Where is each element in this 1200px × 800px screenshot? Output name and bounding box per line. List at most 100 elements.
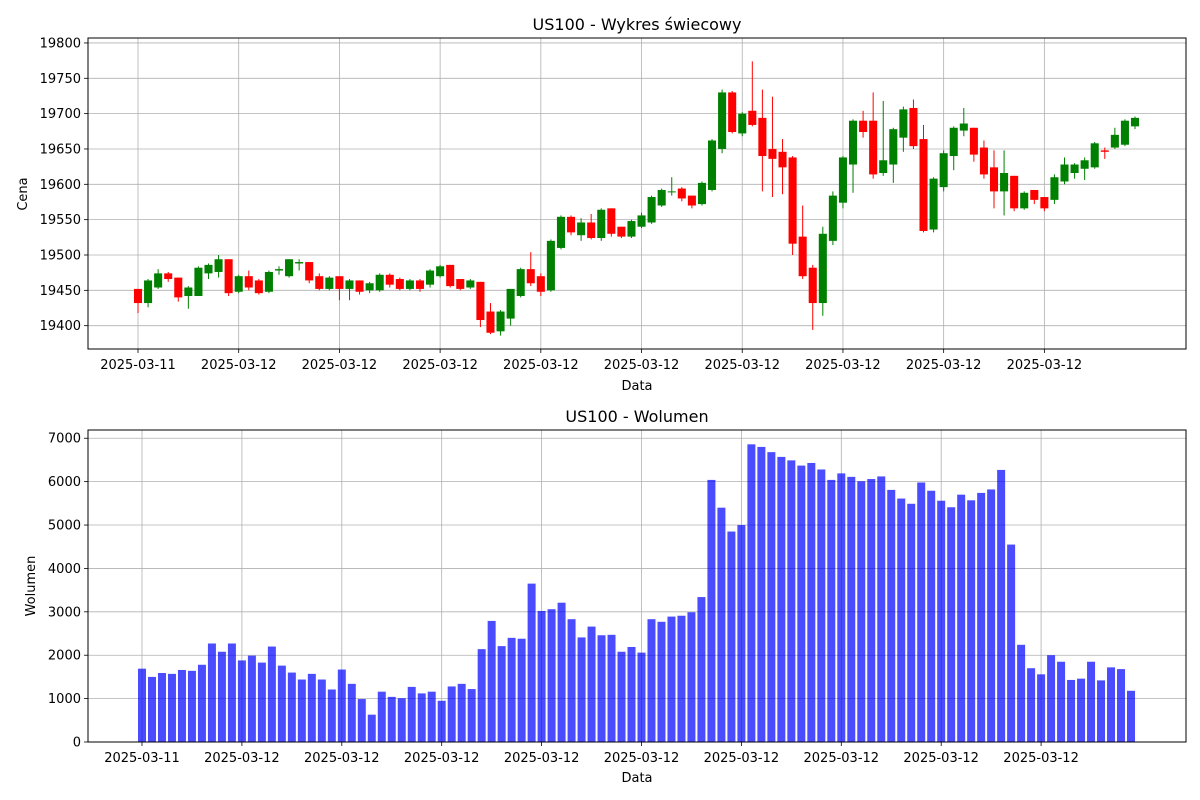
candle bbox=[718, 89, 727, 154]
candle bbox=[295, 259, 304, 271]
candle bbox=[808, 264, 817, 330]
volume-bar bbox=[1107, 667, 1116, 742]
candle bbox=[1000, 150, 1009, 216]
price-y-tick-label: 19650 bbox=[40, 142, 81, 157]
volume-x-tick-label: 2025-03-12 bbox=[404, 751, 480, 766]
volume-bar bbox=[1067, 679, 1076, 742]
candle bbox=[365, 281, 374, 294]
candle-body bbox=[889, 129, 898, 165]
candle bbox=[415, 279, 425, 292]
price-y-tick-label: 19400 bbox=[40, 319, 81, 334]
price-y-tick-label: 19500 bbox=[40, 248, 81, 263]
candle bbox=[637, 212, 646, 229]
candle bbox=[164, 271, 173, 282]
candle-body bbox=[526, 269, 535, 284]
candle bbox=[788, 156, 797, 255]
candle bbox=[144, 279, 153, 308]
candle bbox=[335, 276, 344, 301]
price-grid bbox=[88, 38, 1186, 349]
candle bbox=[1100, 147, 1109, 159]
candle-body bbox=[798, 236, 807, 277]
candle-body bbox=[1070, 164, 1079, 174]
volume-bar bbox=[517, 638, 526, 742]
volume-bar bbox=[367, 714, 376, 742]
volume-x-tick-label: 2025-03-12 bbox=[204, 751, 280, 766]
volume-bar bbox=[957, 494, 966, 742]
candle bbox=[315, 273, 324, 291]
price-x-tick-label: 2025-03-12 bbox=[805, 358, 881, 373]
price-y-tick-label: 19750 bbox=[40, 72, 81, 87]
candle-body bbox=[144, 280, 153, 304]
candle-body bbox=[164, 273, 173, 280]
volume-bar bbox=[997, 469, 1006, 742]
candle-body bbox=[295, 262, 304, 264]
volume-bar bbox=[217, 651, 226, 742]
volume-bar bbox=[157, 673, 166, 742]
candle bbox=[436, 264, 445, 278]
volume-bar bbox=[287, 672, 296, 742]
candle bbox=[1090, 141, 1099, 169]
volume-bar bbox=[767, 452, 776, 742]
volume-y-axis-label: Wolumen bbox=[24, 556, 39, 617]
volume-x-tick-label: 2025-03-12 bbox=[604, 751, 680, 766]
volume-y-tick-label: 2000 bbox=[48, 649, 81, 664]
candle-body bbox=[808, 267, 817, 304]
candle bbox=[133, 288, 143, 313]
price-x-tick-label: 2025-03-12 bbox=[1007, 358, 1083, 373]
volume-bar bbox=[887, 489, 896, 742]
volume-bar bbox=[457, 683, 466, 742]
candle-body bbox=[536, 276, 545, 292]
candle-body bbox=[828, 195, 837, 241]
candle bbox=[859, 110, 868, 138]
candle-body bbox=[627, 221, 636, 237]
candle-body bbox=[204, 264, 213, 274]
candle-body bbox=[567, 216, 576, 233]
candle bbox=[587, 213, 596, 240]
candle-body bbox=[556, 216, 565, 248]
candle bbox=[577, 218, 586, 241]
volume-y-ticks: 0 1000 2000 3000 4000 5000 6000 7000 bbox=[48, 432, 88, 751]
candle-body bbox=[617, 226, 626, 237]
candle-body bbox=[506, 288, 515, 319]
candle-body bbox=[325, 277, 334, 289]
volume-bar bbox=[387, 696, 396, 742]
candle-body bbox=[1080, 160, 1089, 169]
candle bbox=[768, 96, 777, 198]
candle-body bbox=[728, 92, 737, 133]
candle-body bbox=[466, 280, 475, 288]
volume-bar bbox=[757, 446, 766, 742]
candle-body bbox=[607, 208, 616, 234]
candle bbox=[838, 156, 847, 209]
candle bbox=[949, 126, 958, 171]
volume-bar bbox=[747, 444, 756, 742]
candle bbox=[738, 112, 747, 137]
candle bbox=[264, 270, 273, 294]
volume-bar bbox=[307, 673, 316, 742]
volume-bar bbox=[1007, 544, 1016, 742]
candle-body bbox=[174, 277, 183, 298]
candle bbox=[687, 195, 696, 209]
volume-bar bbox=[937, 500, 946, 742]
volume-bar bbox=[547, 609, 556, 742]
candle-body bbox=[1000, 173, 1009, 192]
candle bbox=[728, 91, 737, 134]
volume-bar bbox=[597, 635, 606, 742]
volume-axes-frame bbox=[87, 429, 1187, 743]
price-x-axis-label: Data bbox=[621, 379, 652, 394]
volume-bar bbox=[707, 479, 716, 742]
candle-body bbox=[939, 153, 948, 188]
candle bbox=[919, 124, 928, 233]
candle-body bbox=[1050, 177, 1059, 200]
volume-bar bbox=[627, 646, 636, 742]
volume-bar bbox=[527, 583, 536, 742]
candle-body bbox=[1060, 164, 1069, 182]
candle bbox=[869, 92, 878, 179]
candle-body bbox=[1100, 150, 1109, 152]
volume-bar bbox=[227, 643, 236, 742]
candle-body bbox=[667, 191, 676, 193]
volume-bar bbox=[1097, 680, 1106, 742]
candle-body bbox=[1020, 192, 1029, 209]
candle-body bbox=[909, 107, 918, 147]
candle bbox=[194, 266, 203, 296]
candle-body bbox=[577, 222, 586, 236]
